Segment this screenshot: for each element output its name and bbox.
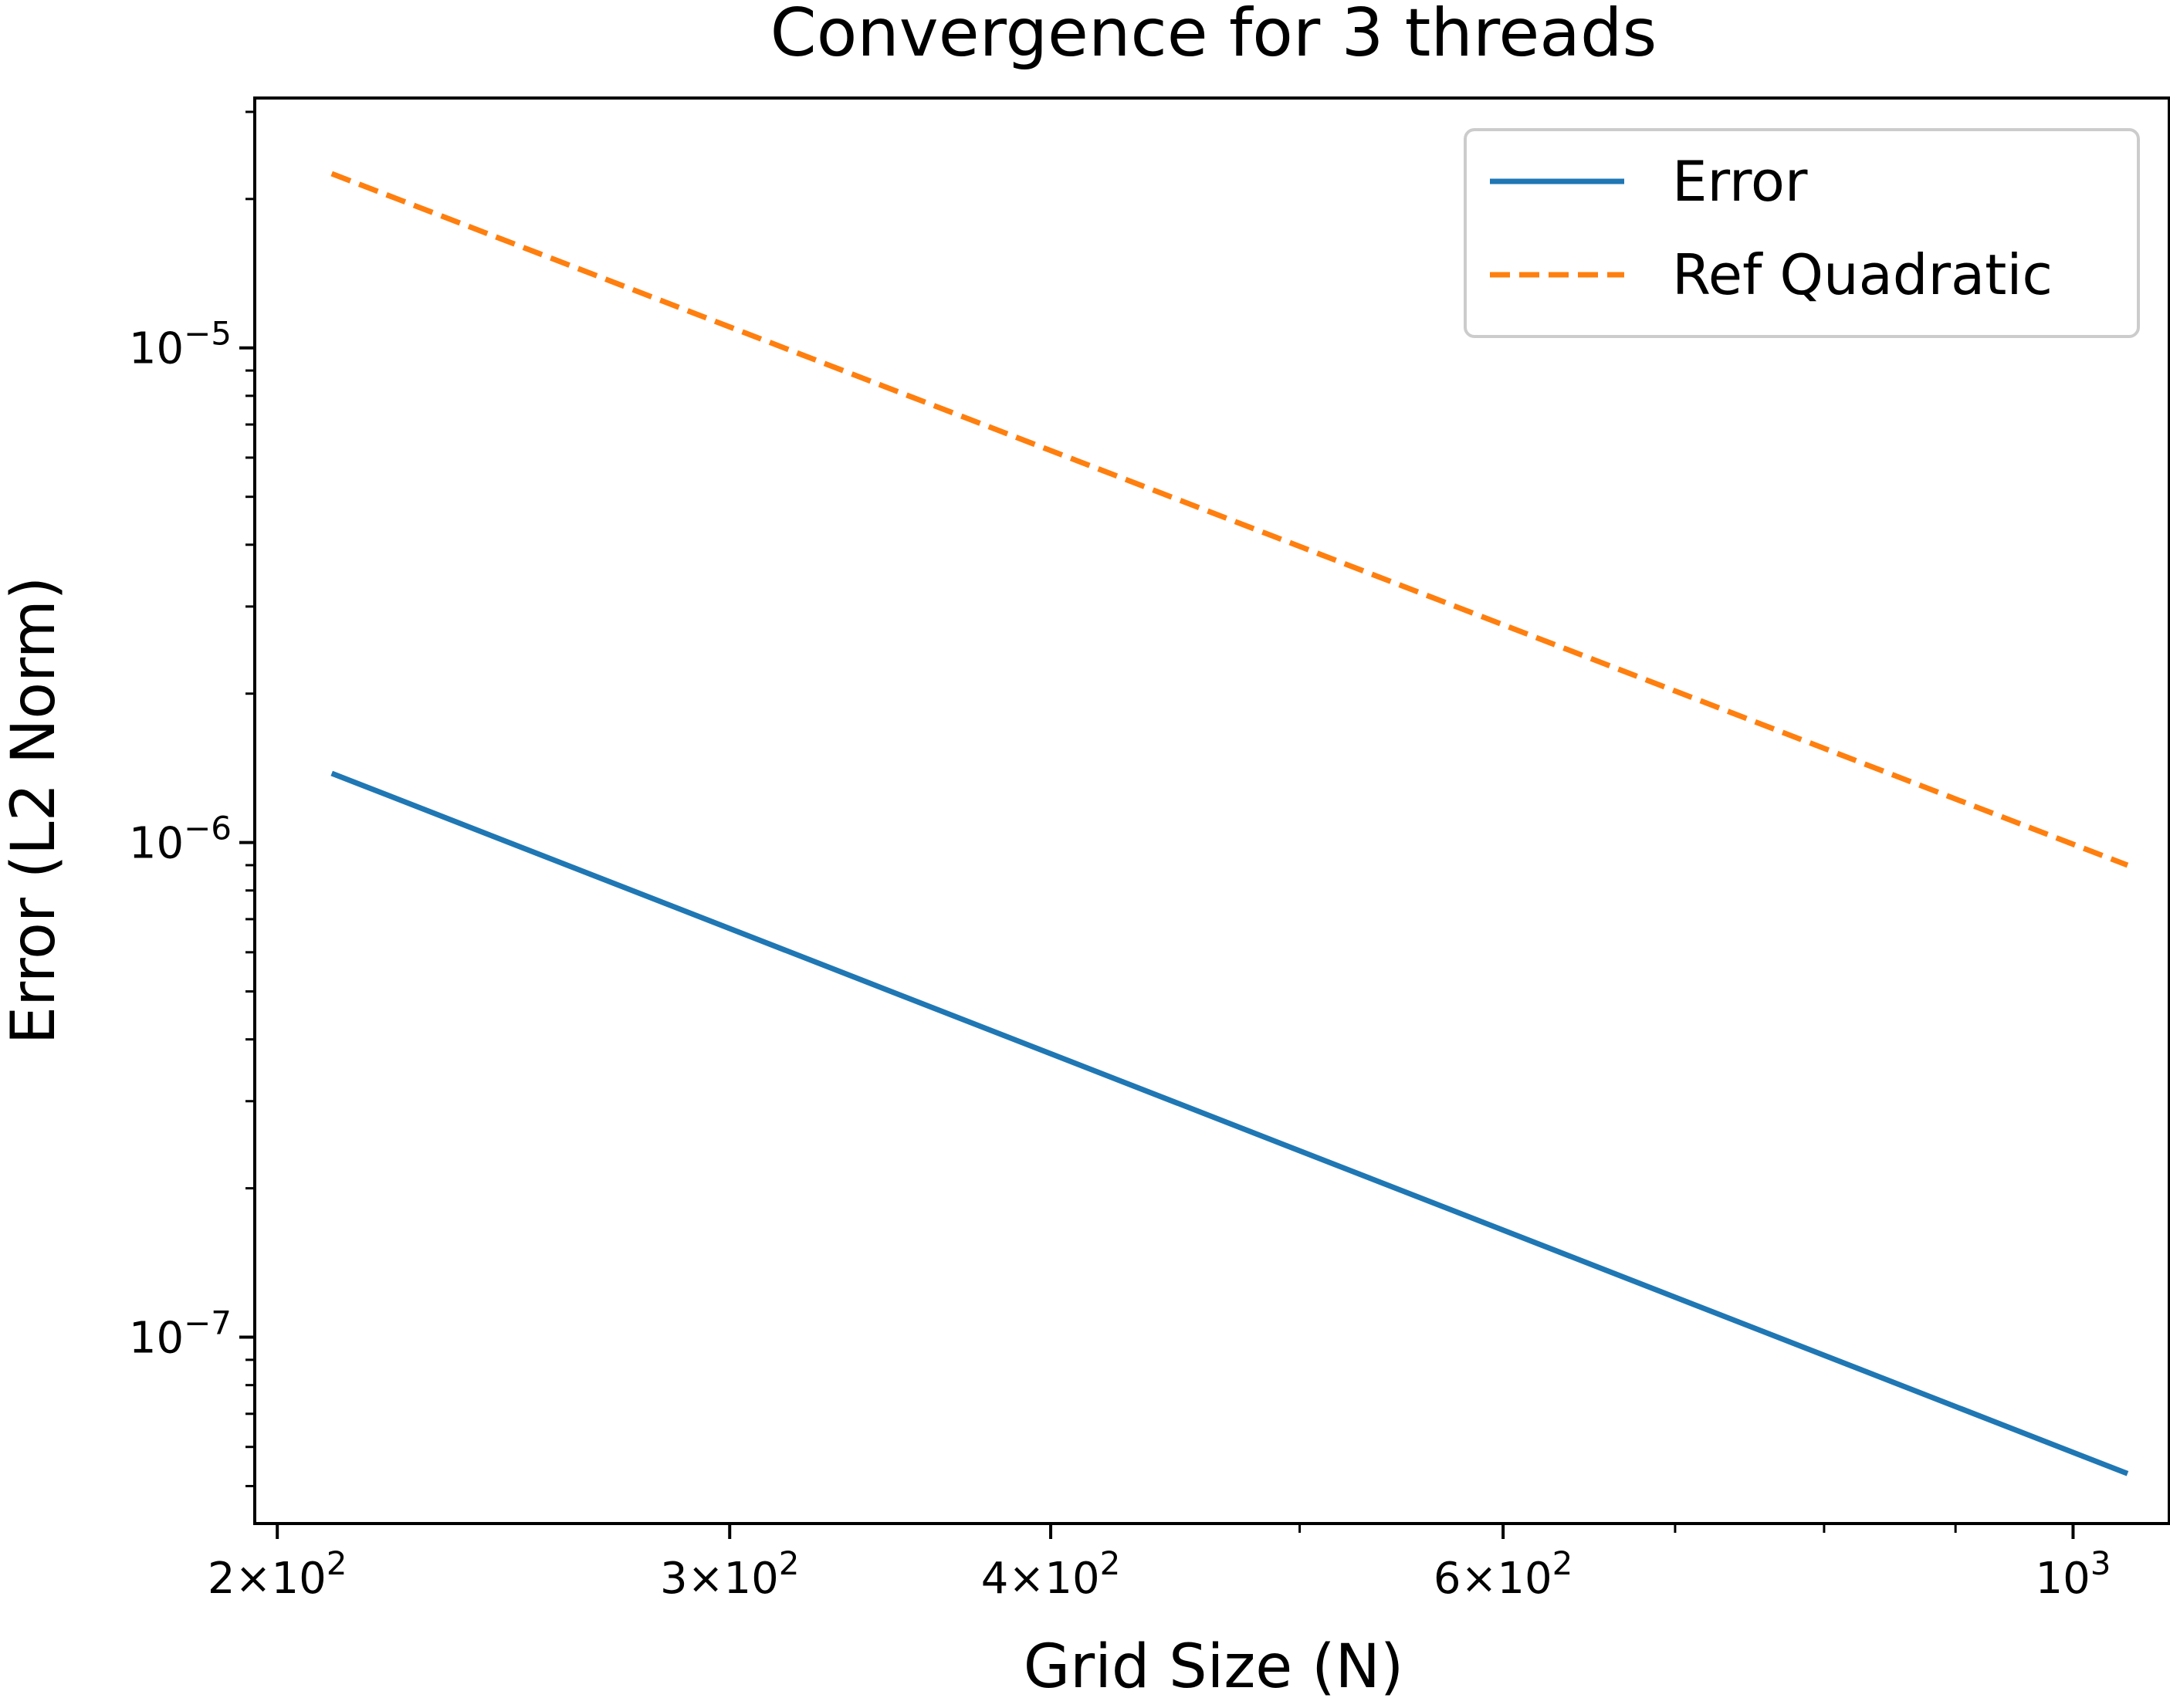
series-line-error (330, 770, 2129, 1476)
y-tick-label: 10−7 (129, 1304, 232, 1364)
x-tick-label: 103 (2035, 1544, 2111, 1604)
x-tick-label: 2×102 (208, 1544, 347, 1604)
x-axis-label: Grid Size (N) (1024, 1632, 1404, 1702)
chart-title: Convergence for 3 threads (770, 0, 1657, 72)
y-axis-label: Error (L2 Norm) (0, 577, 69, 1044)
x-tick-label: 4×102 (981, 1544, 1121, 1604)
x-tick-label: 3×102 (660, 1544, 800, 1604)
legend-label: Error (1672, 149, 1808, 214)
legend-box (1464, 128, 2140, 338)
legend-label: Ref Quadratic (1672, 242, 2053, 307)
x-tick-label: 6×102 (1434, 1544, 1573, 1604)
series-line-ref-quadratic (330, 171, 2129, 868)
plot-frame (253, 96, 2170, 1525)
y-tick-label: 10−6 (129, 810, 232, 869)
series-layer (330, 171, 2129, 1476)
ticks-layer: 2×102 3×102 4×102 6×102 103 10−5 10−6 10−7 (129, 110, 2111, 1604)
legend: Error Ref Quadratic (1464, 128, 2140, 338)
y-tick-label: 10−5 (129, 315, 232, 374)
